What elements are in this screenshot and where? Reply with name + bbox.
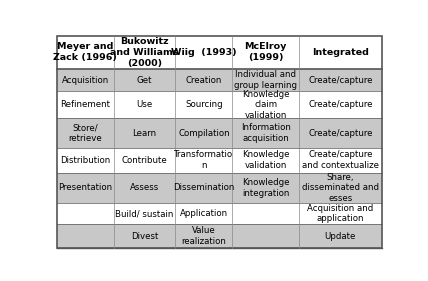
Bar (57, 203, 114, 224)
Bar (175, 173, 232, 203)
Text: McElroy
(1999): McElroy (1999) (244, 42, 287, 62)
Bar (175, 148, 232, 173)
Bar (299, 118, 382, 148)
Text: Knowledge
integration: Knowledge integration (242, 178, 289, 198)
Text: Wiig  (1993): Wiig (1993) (171, 48, 237, 57)
Text: Knowledge
claim
validation: Knowledge claim validation (242, 90, 289, 120)
Bar (299, 69, 382, 91)
Text: Create/capture: Create/capture (308, 100, 373, 109)
Bar (114, 173, 175, 203)
Bar (114, 36, 175, 69)
Text: Acquisition: Acquisition (62, 76, 109, 85)
Text: Bukowitz
and Williams
(2000): Bukowitz and Williams (2000) (110, 37, 179, 68)
Text: Integrated: Integrated (312, 48, 369, 57)
Bar (114, 69, 175, 91)
Text: Refinement: Refinement (60, 100, 110, 109)
Bar (232, 148, 299, 173)
Text: Use: Use (137, 100, 153, 109)
Bar (57, 148, 114, 173)
Bar (57, 118, 114, 148)
Text: Compilation: Compilation (178, 129, 230, 138)
Bar (114, 148, 175, 173)
Text: Acquisition and
application: Acquisition and application (307, 204, 374, 223)
Bar (232, 36, 299, 69)
Text: Individual and
group learning: Individual and group learning (234, 70, 297, 90)
Text: Distribution: Distribution (60, 156, 110, 165)
Bar (299, 224, 382, 248)
Text: Creation: Creation (186, 76, 222, 85)
Bar (299, 36, 382, 69)
Bar (299, 148, 382, 173)
Bar (114, 224, 175, 248)
Text: Meyer and
Zack (1996): Meyer and Zack (1996) (54, 42, 117, 62)
Text: Information
acquisition: Information acquisition (241, 123, 291, 143)
Text: Contribute: Contribute (122, 156, 167, 165)
Text: Value
realization: Value realization (181, 226, 226, 246)
Bar (175, 91, 232, 118)
Bar (57, 173, 114, 203)
Text: Share,
disseminated and
esses: Share, disseminated and esses (302, 173, 379, 203)
Bar (114, 118, 175, 148)
Bar (232, 118, 299, 148)
Text: Transformatio
n: Transformatio n (174, 150, 233, 170)
Bar (175, 203, 232, 224)
Bar (114, 203, 175, 224)
Text: Assess: Assess (130, 183, 159, 192)
Text: Create/capture
and contextualize: Create/capture and contextualize (302, 150, 379, 170)
Text: Presentation: Presentation (58, 183, 112, 192)
Bar (175, 36, 232, 69)
Text: Build/ sustain: Build/ sustain (116, 209, 174, 218)
Text: Application: Application (180, 209, 228, 218)
Bar (57, 36, 114, 69)
Bar (299, 91, 382, 118)
Bar (299, 203, 382, 224)
Bar (57, 69, 114, 91)
Text: Sourcing: Sourcing (185, 100, 223, 109)
Text: Store/
retrieve: Store/ retrieve (68, 123, 102, 143)
Bar (57, 91, 114, 118)
Bar (232, 91, 299, 118)
Bar (299, 173, 382, 203)
Text: Create/capture: Create/capture (308, 129, 373, 138)
Bar (57, 224, 114, 248)
Text: Learn: Learn (133, 129, 157, 138)
Text: Divest: Divest (131, 232, 158, 241)
Text: Dissemination: Dissemination (173, 183, 235, 192)
Text: Create/capture: Create/capture (308, 76, 373, 85)
Bar (175, 118, 232, 148)
Bar (232, 173, 299, 203)
Text: Get: Get (137, 76, 152, 85)
Text: Knowledge
validation: Knowledge validation (242, 150, 289, 170)
Bar (175, 224, 232, 248)
Bar (232, 224, 299, 248)
Text: Update: Update (325, 232, 356, 241)
Bar (232, 203, 299, 224)
Bar (232, 69, 299, 91)
Bar (114, 91, 175, 118)
Bar (175, 69, 232, 91)
